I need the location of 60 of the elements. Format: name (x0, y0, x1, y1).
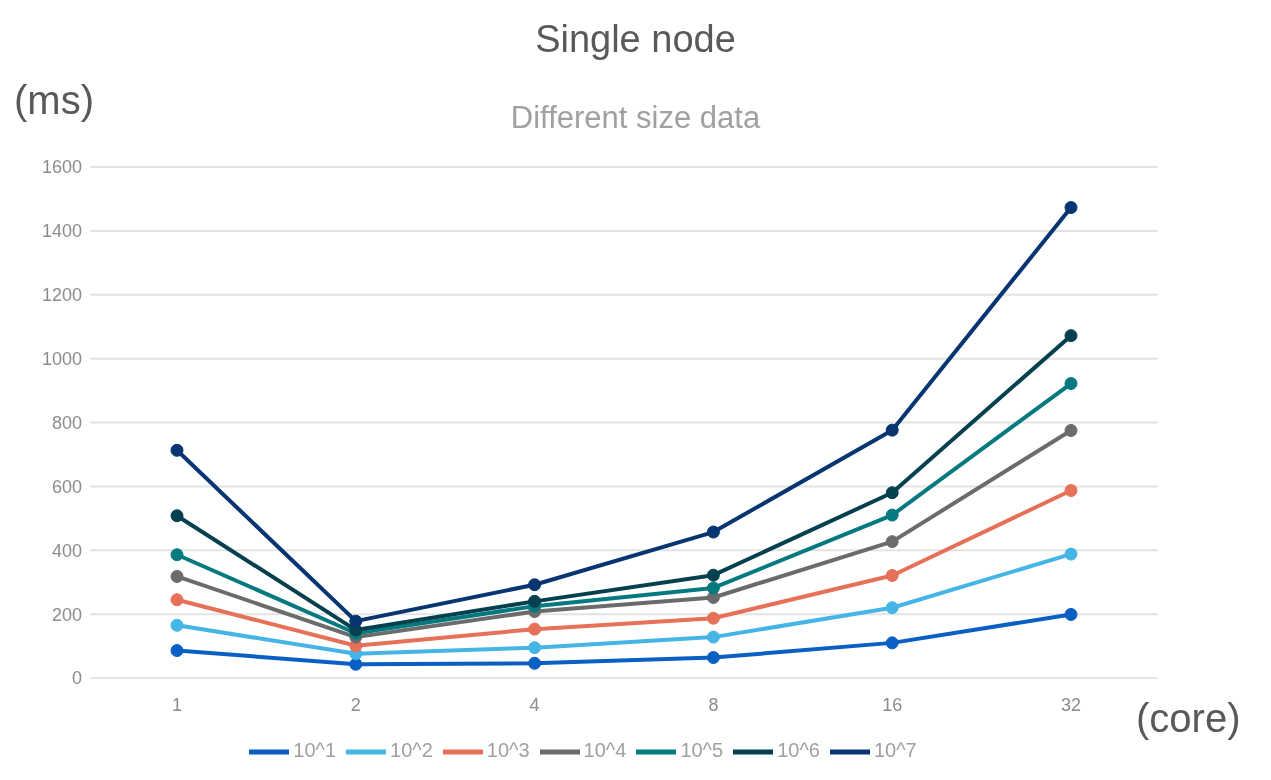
legend-label: 10^3 (486, 739, 530, 762)
point (528, 656, 542, 670)
point (528, 641, 542, 655)
point (706, 581, 720, 595)
point (885, 568, 899, 582)
legend-label: 10^2 (390, 739, 433, 762)
point (885, 535, 899, 549)
y-tick-label: 1600 (41, 157, 82, 178)
chart-title: Single node (534, 18, 737, 61)
point (528, 578, 542, 592)
legend-label: 10^6 (777, 739, 820, 762)
point (1064, 423, 1078, 437)
legend-label: 10^1 (293, 739, 337, 762)
point (170, 644, 184, 658)
point (885, 636, 899, 650)
point (170, 548, 184, 562)
x-tick-label: 4 (529, 694, 540, 715)
point (706, 611, 720, 625)
y-tick-label: 200 (51, 604, 82, 625)
chart-subtitle: Different size data (510, 100, 761, 135)
point (170, 569, 184, 583)
x-axis-title: (core) (1136, 696, 1241, 741)
y-tick-label: 1200 (41, 285, 82, 306)
point (349, 657, 363, 671)
point (170, 509, 184, 523)
point (706, 630, 720, 644)
x-tick-label: 8 (708, 694, 719, 715)
point (170, 593, 184, 607)
point (1064, 607, 1078, 621)
point (349, 614, 363, 628)
point (706, 525, 720, 539)
point (1064, 201, 1078, 215)
x-tick-label: 32 (1060, 694, 1082, 715)
point (885, 423, 899, 437)
point (706, 568, 720, 582)
y-tick-label: 1400 (41, 221, 82, 242)
y-tick-label: 600 (51, 476, 82, 497)
point (706, 651, 720, 665)
x-tick-label: 16 (882, 694, 903, 715)
point (528, 622, 542, 636)
point (885, 601, 899, 615)
point (1064, 377, 1078, 391)
y-axis-title: (ms) (14, 78, 94, 123)
point (1064, 329, 1078, 343)
y-tick-label: 0 (71, 668, 82, 689)
point (885, 486, 899, 500)
point (170, 618, 184, 632)
y-tick-label: 800 (51, 412, 82, 433)
legend-label: 10^5 (680, 739, 724, 762)
point (528, 594, 542, 608)
x-tick-label: 2 (350, 694, 361, 715)
point (1064, 484, 1078, 498)
point (1064, 547, 1078, 561)
legend-label: 10^4 (583, 739, 627, 762)
y-tick-label: 400 (51, 540, 82, 561)
legend-label: 10^7 (873, 739, 917, 762)
point (885, 508, 899, 522)
y-tick-label: 1000 (41, 349, 82, 370)
x-tick-label: 1 (171, 694, 183, 715)
point (170, 443, 184, 457)
